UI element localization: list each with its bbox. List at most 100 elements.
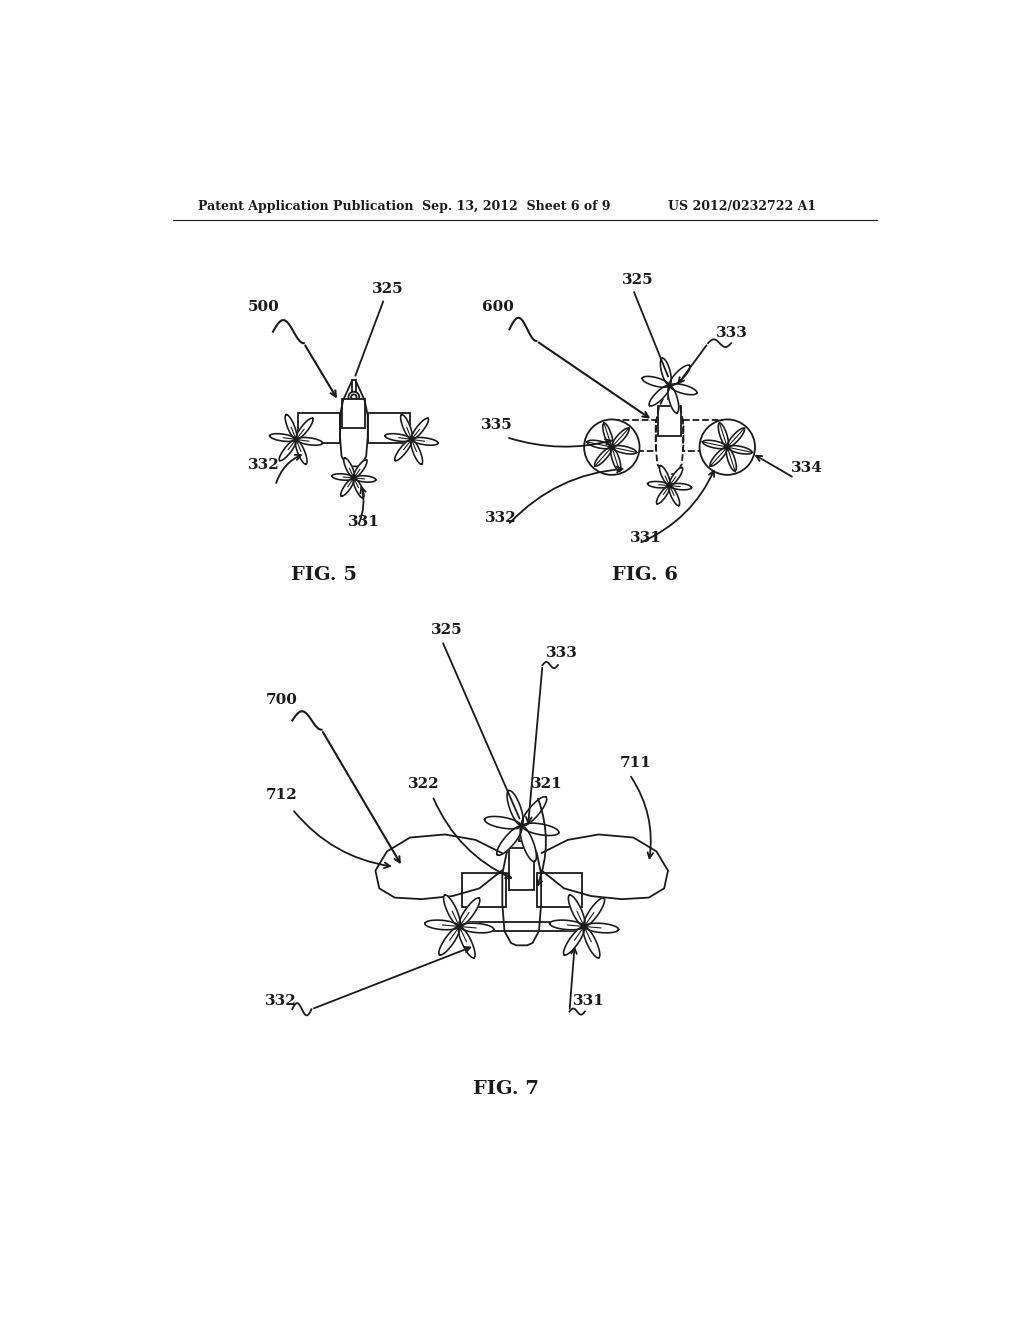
Polygon shape <box>400 414 413 440</box>
Polygon shape <box>425 920 459 929</box>
Polygon shape <box>484 817 521 829</box>
Polygon shape <box>568 895 585 925</box>
Polygon shape <box>285 414 297 440</box>
Bar <box>613 420 655 451</box>
Polygon shape <box>660 358 672 385</box>
Polygon shape <box>295 440 307 465</box>
Text: 334: 334 <box>792 461 823 475</box>
Polygon shape <box>411 440 423 465</box>
Text: 335: 335 <box>481 418 513 433</box>
Polygon shape <box>585 923 618 933</box>
Bar <box>668 385 672 400</box>
Polygon shape <box>656 486 670 504</box>
Text: 331: 331 <box>573 994 605 1008</box>
Text: 331: 331 <box>348 516 380 529</box>
Circle shape <box>408 436 416 444</box>
Polygon shape <box>269 434 296 441</box>
Circle shape <box>724 444 731 451</box>
Polygon shape <box>460 923 494 933</box>
Circle shape <box>517 874 526 883</box>
Text: 600: 600 <box>481 300 514 314</box>
Polygon shape <box>385 434 411 441</box>
Polygon shape <box>563 927 585 954</box>
Polygon shape <box>595 447 612 466</box>
Polygon shape <box>507 791 523 825</box>
Polygon shape <box>332 474 353 480</box>
Text: FIG. 5: FIG. 5 <box>291 566 356 585</box>
Text: 333: 333 <box>547 647 579 660</box>
Polygon shape <box>718 424 728 446</box>
Polygon shape <box>610 447 621 471</box>
Bar <box>352 380 355 397</box>
Bar <box>342 399 366 428</box>
Circle shape <box>455 921 464 931</box>
Bar <box>509 847 535 890</box>
Circle shape <box>668 383 672 388</box>
Circle shape <box>517 821 526 830</box>
Polygon shape <box>670 384 697 395</box>
Polygon shape <box>587 441 611 449</box>
Circle shape <box>580 921 589 931</box>
Polygon shape <box>353 459 367 478</box>
Polygon shape <box>702 441 727 449</box>
Polygon shape <box>354 475 376 482</box>
Polygon shape <box>584 927 600 958</box>
Polygon shape <box>649 385 670 407</box>
Polygon shape <box>297 437 323 445</box>
Polygon shape <box>344 458 354 478</box>
Text: 700: 700 <box>265 693 297 706</box>
Polygon shape <box>522 824 559 836</box>
Polygon shape <box>670 467 683 486</box>
Polygon shape <box>439 927 460 954</box>
Text: 332: 332 <box>484 511 516 525</box>
Polygon shape <box>521 797 547 826</box>
Polygon shape <box>376 834 502 899</box>
Polygon shape <box>394 440 412 461</box>
Circle shape <box>608 444 615 451</box>
Bar <box>462 873 506 907</box>
Polygon shape <box>550 920 584 929</box>
Text: Patent Application Publication: Patent Application Publication <box>199 201 414 213</box>
Circle shape <box>292 436 300 444</box>
Polygon shape <box>280 440 296 461</box>
Polygon shape <box>353 478 364 498</box>
Polygon shape <box>642 376 669 387</box>
Polygon shape <box>459 927 475 958</box>
Circle shape <box>520 876 523 880</box>
Text: 332: 332 <box>265 994 297 1008</box>
Text: US 2012/0232722 A1: US 2012/0232722 A1 <box>668 201 816 213</box>
Text: 331: 331 <box>630 531 662 545</box>
Polygon shape <box>668 385 679 413</box>
Text: 322: 322 <box>408 777 439 791</box>
Circle shape <box>667 483 673 488</box>
Polygon shape <box>542 834 668 899</box>
Polygon shape <box>412 418 428 440</box>
Polygon shape <box>459 898 480 927</box>
Circle shape <box>351 475 357 480</box>
Polygon shape <box>726 447 736 471</box>
Text: 332: 332 <box>248 458 280 471</box>
Bar <box>519 826 524 841</box>
Text: 711: 711 <box>620 755 651 770</box>
Text: FIG. 6: FIG. 6 <box>611 566 678 585</box>
Polygon shape <box>443 895 460 925</box>
Polygon shape <box>412 437 438 445</box>
Text: Sep. 13, 2012  Sheet 6 of 9: Sep. 13, 2012 Sheet 6 of 9 <box>422 201 610 213</box>
Polygon shape <box>710 447 727 466</box>
Text: 325: 325 <box>622 273 653 286</box>
Text: 325: 325 <box>373 282 403 296</box>
Polygon shape <box>584 898 604 927</box>
Polygon shape <box>612 446 636 454</box>
Circle shape <box>348 392 359 403</box>
Text: 333: 333 <box>716 326 748 341</box>
Polygon shape <box>647 482 669 488</box>
Circle shape <box>519 824 524 829</box>
Text: 325: 325 <box>431 623 463 638</box>
Text: 500: 500 <box>248 300 280 314</box>
Circle shape <box>699 420 755 475</box>
Polygon shape <box>611 428 629 447</box>
Bar <box>298 412 340 444</box>
Polygon shape <box>669 486 680 506</box>
Text: 321: 321 <box>531 777 563 791</box>
Polygon shape <box>727 428 744 447</box>
